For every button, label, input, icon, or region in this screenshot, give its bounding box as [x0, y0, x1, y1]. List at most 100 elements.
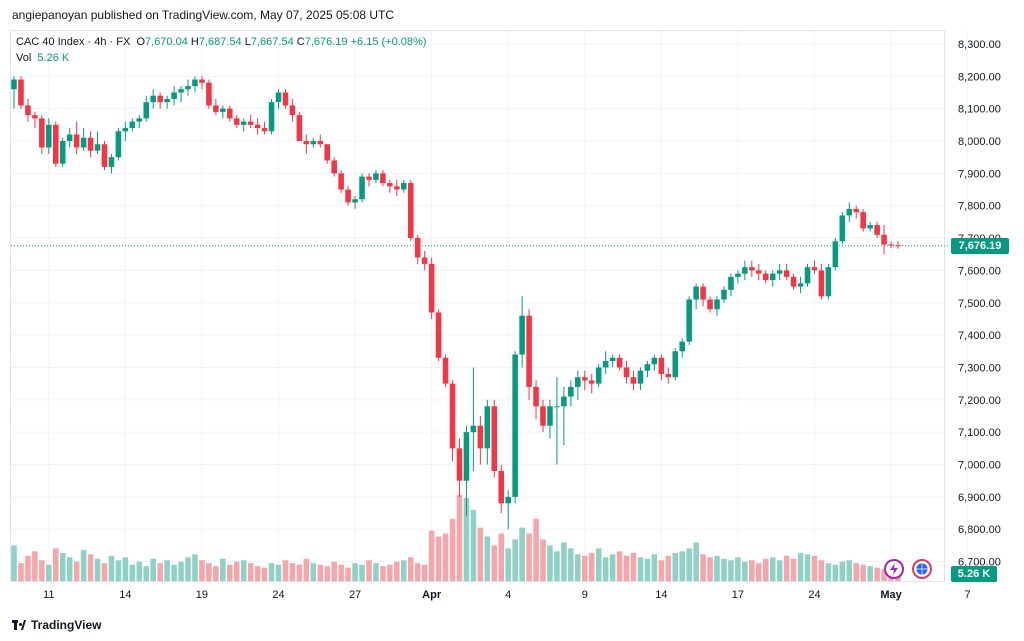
candle-body [394, 186, 400, 190]
candle-body [637, 370, 644, 384]
volume-bar [498, 533, 505, 581]
y-tick-label: 7,500.00 [958, 298, 1001, 310]
tradingview-brand: TradingView [31, 618, 102, 632]
candle-body [735, 273, 741, 277]
flash-icon[interactable] [884, 559, 904, 579]
candle-body [818, 270, 825, 297]
candle-body [672, 351, 679, 378]
legend-symbol[interactable]: CAC 40 Index · 4h · FX [16, 36, 131, 48]
legend-open-value: 7,670.04 [145, 36, 188, 48]
volume-bar [749, 560, 755, 581]
candle-body [756, 270, 762, 274]
candle-body [359, 176, 365, 200]
candle-body [407, 183, 414, 239]
volume-bar [512, 539, 518, 581]
published-info: angiepanoyan published on TradingView.co… [12, 8, 395, 22]
candle-body [630, 377, 637, 384]
candle-body [87, 137, 94, 151]
candle-body [581, 377, 588, 381]
candle-body [185, 86, 191, 90]
volume-bar [588, 552, 595, 581]
volume-bar [881, 569, 887, 581]
candle-body [254, 124, 261, 129]
volume-bar [602, 557, 609, 581]
volume-bar [700, 554, 706, 581]
volume-bar [254, 566, 261, 581]
volume-bar [115, 560, 122, 581]
candle-body [150, 95, 156, 103]
volume-bar [387, 564, 393, 581]
candlestick-chart[interactable]: 8,300.00 8,200.00 8,100.00 8,000.00 7,900.00… [0, 0, 1024, 610]
tradingview-mark-icon [12, 620, 26, 630]
y-tick-label: 6,700.00 [958, 557, 1001, 569]
candle-body [762, 273, 769, 281]
candle-body [749, 267, 755, 271]
volume-bar [811, 555, 818, 581]
x-tick-label: 14 [119, 589, 131, 601]
globe-icon[interactable] [912, 559, 932, 579]
legend-close-label: C [296, 36, 305, 48]
volume-bar [359, 564, 365, 581]
volume-bar [136, 561, 143, 581]
candle-body [491, 406, 498, 471]
volume-bar [275, 564, 282, 581]
volume-bar [839, 561, 846, 581]
volume-bar [59, 552, 66, 581]
candle-body [296, 115, 303, 141]
candle-body [651, 357, 658, 365]
chart-pane[interactable] [10, 30, 945, 582]
volume-bar [762, 558, 769, 581]
candle-body [547, 406, 553, 426]
candle-body [338, 173, 344, 190]
volume-bar [143, 566, 150, 581]
volume-bar [331, 561, 337, 581]
candle-body [317, 141, 324, 145]
candle-body [575, 377, 581, 387]
volume-bar [303, 558, 310, 581]
candle-body [373, 173, 379, 180]
volume-bar [672, 552, 679, 581]
volume-bar [87, 554, 94, 581]
candle-body [136, 118, 143, 122]
candle-body [846, 208, 853, 216]
last-price-tag: 7,676.19 [951, 238, 1009, 254]
x-tick-label: May [880, 589, 902, 601]
volume-bar [540, 539, 546, 581]
volume-bar [651, 554, 658, 581]
volume-bar [491, 545, 498, 581]
volume-bar [825, 563, 832, 581]
volume-bar [73, 561, 80, 581]
candle-body [401, 183, 407, 190]
candle-body [860, 212, 866, 229]
candle-body [693, 286, 699, 300]
volume-bar [790, 558, 797, 581]
volume-bar [547, 545, 553, 581]
candle-body [240, 121, 247, 125]
candle-body [157, 95, 163, 103]
y-tick-label: 8,100.00 [958, 104, 1001, 116]
volume-bar [867, 566, 873, 581]
candle-body [268, 102, 275, 132]
candle-body [853, 208, 860, 213]
volume-bar [428, 530, 435, 581]
volume-bar [32, 551, 38, 581]
candle-body [595, 367, 602, 384]
volume-bar [414, 563, 421, 581]
candle-body [73, 134, 80, 148]
volume-bar [616, 551, 623, 581]
candle-body [129, 121, 136, 129]
candle-body [804, 267, 811, 284]
tradingview-logo[interactable]: TradingView [12, 618, 101, 632]
volume-bar [185, 557, 191, 581]
candle-body [94, 144, 101, 151]
y-tick-label: 7,600.00 [958, 265, 1001, 277]
candle-body [261, 128, 268, 132]
candle-body [324, 144, 331, 161]
candle-body [588, 380, 595, 384]
x-tick-label: 14 [655, 589, 667, 601]
y-tick-label: 8,000.00 [958, 136, 1001, 148]
candle-body [811, 267, 818, 271]
candle-body [679, 341, 686, 352]
volume-bar [282, 560, 289, 581]
candle-body [32, 115, 38, 119]
